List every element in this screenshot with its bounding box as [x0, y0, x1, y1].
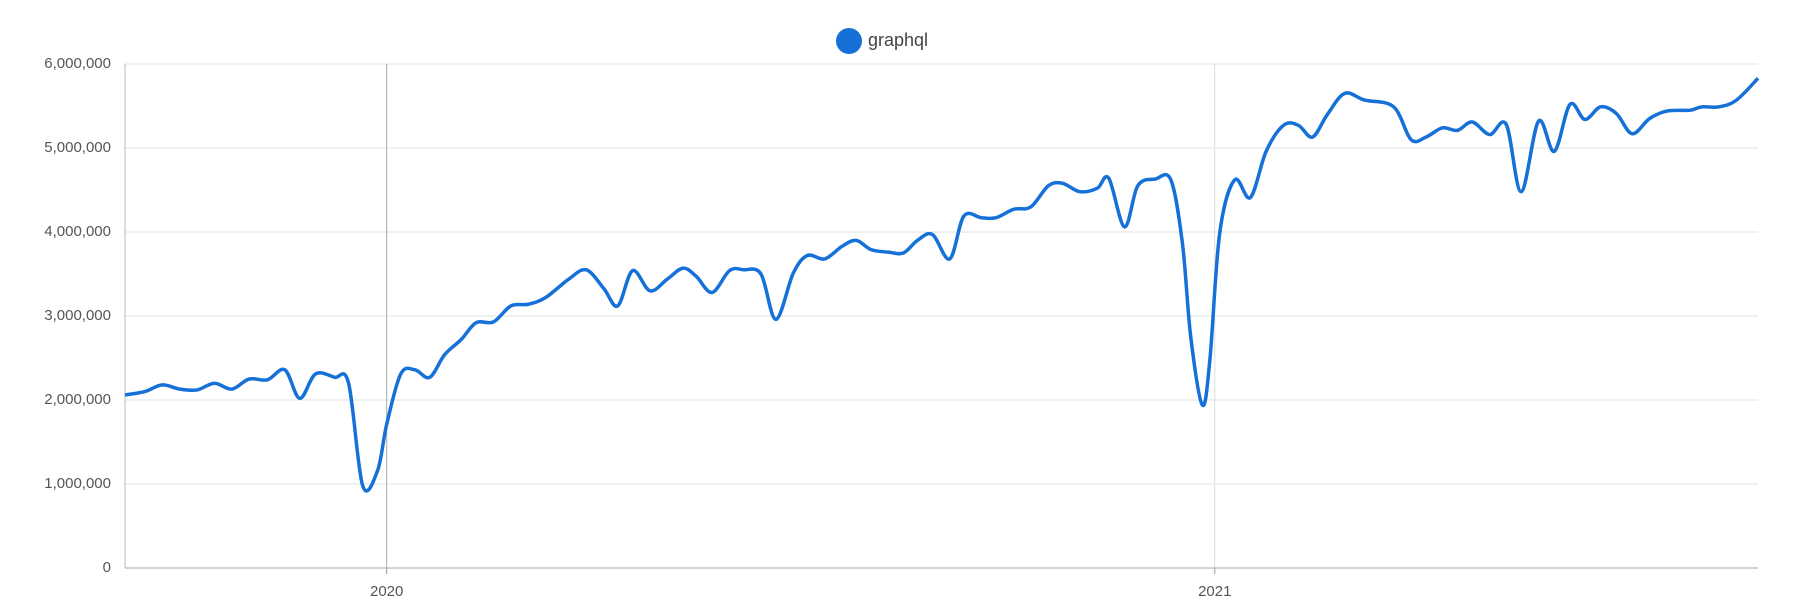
y-tick-label: 6,000,000 — [44, 55, 111, 72]
legend-swatch — [836, 28, 862, 54]
y-tick-label: 0 — [103, 559, 111, 576]
y-tick-label: 3,000,000 — [44, 307, 111, 324]
y-tick-label: 4,000,000 — [44, 223, 111, 240]
line-series — [124, 77, 1760, 493]
y-tick-label: 2,000,000 — [44, 391, 111, 408]
x-tick-label: 2021 — [1198, 583, 1231, 600]
legend-label: graphql — [868, 30, 928, 50]
y-tick-label: 1,000,000 — [44, 475, 111, 492]
y-tick-label: 5,000,000 — [44, 139, 111, 156]
x-tick-label: 2020 — [370, 583, 403, 600]
